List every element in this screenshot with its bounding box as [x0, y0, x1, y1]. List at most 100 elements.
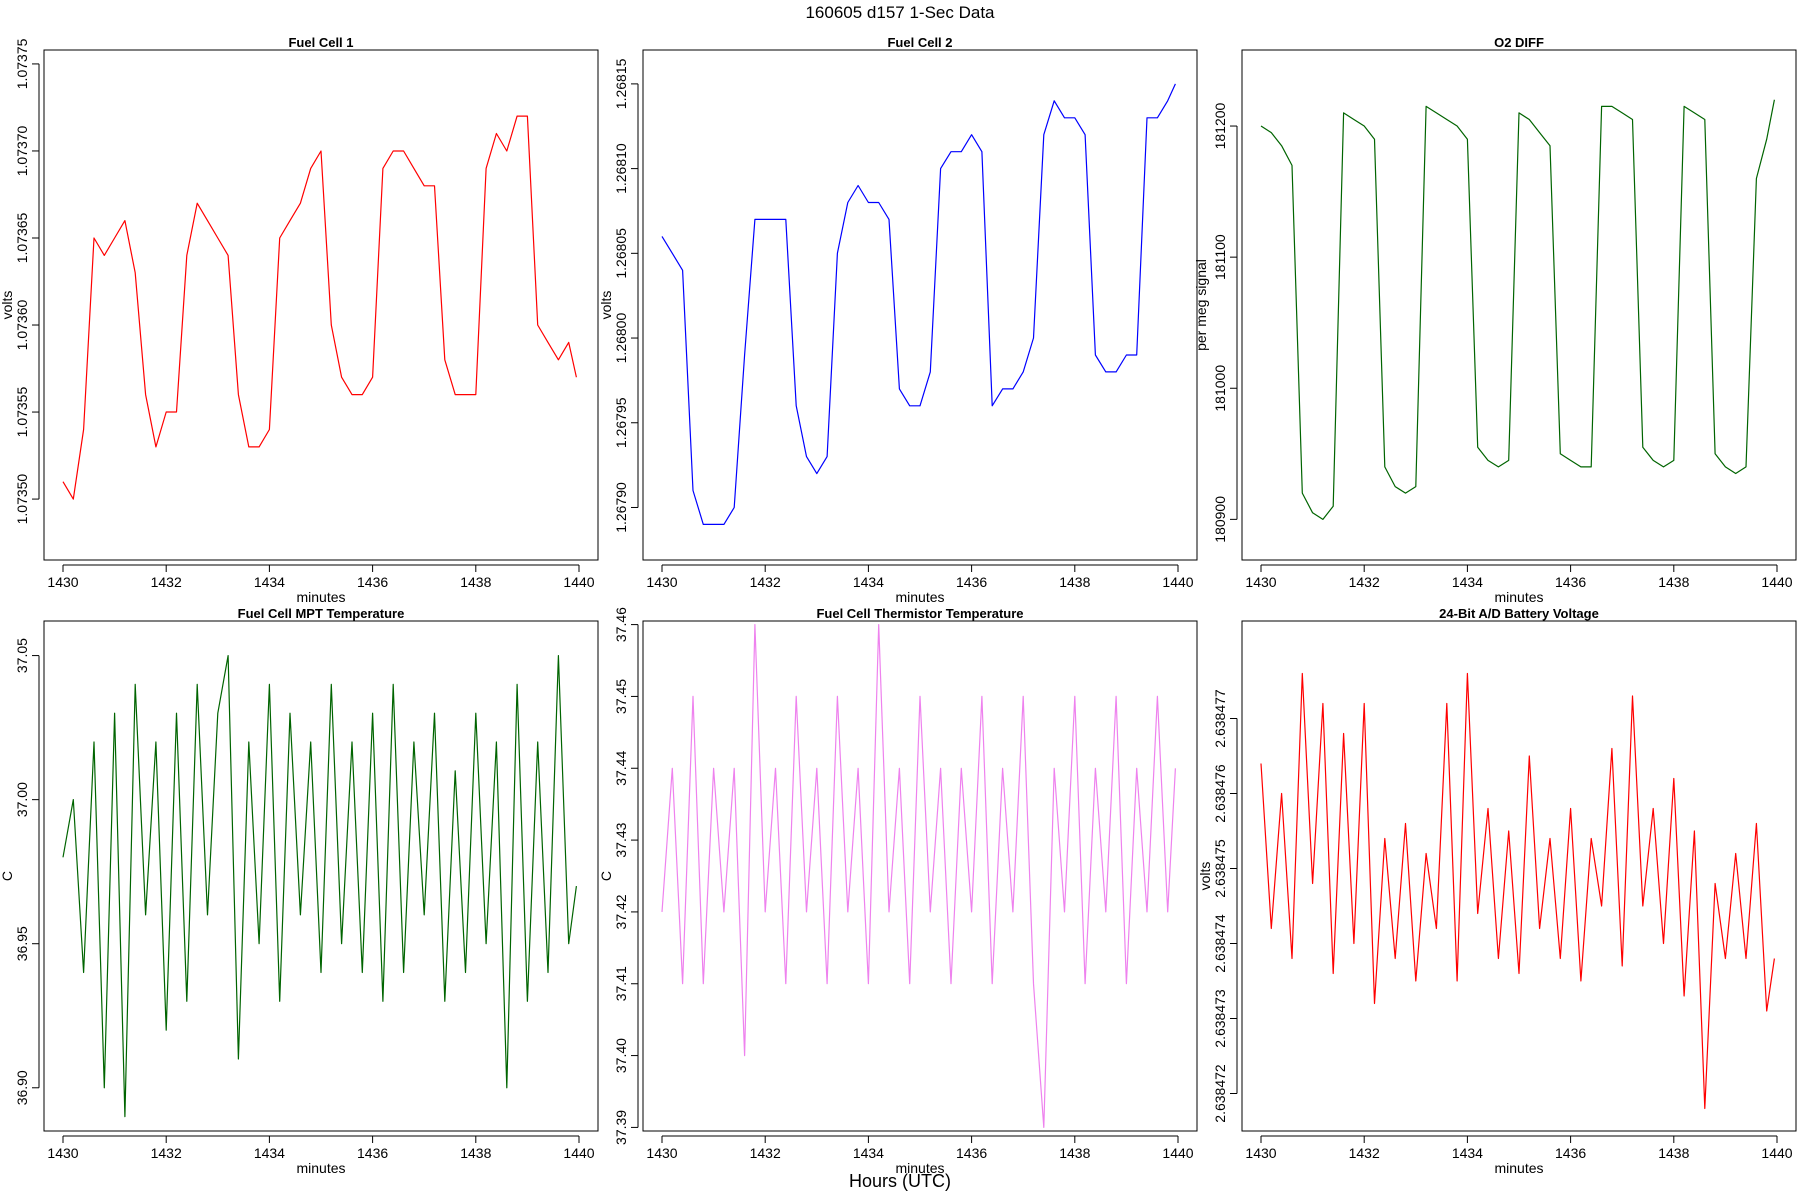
y-tick-label: 1.07365	[14, 212, 30, 263]
y-tick-label: 181200	[1212, 102, 1228, 149]
x-tick-label: 1430	[47, 574, 78, 590]
x-axis-label: minutes	[1494, 1160, 1543, 1176]
x-tick-label: 1438	[1059, 1145, 1090, 1161]
y-tick-label: 1.26805	[613, 228, 629, 279]
y-axis-label: C	[0, 871, 15, 881]
x-tick-label: 1432	[1349, 1145, 1380, 1161]
y-tick-label: 2.638475	[1212, 839, 1228, 898]
y-tick-label: 37.40	[613, 1038, 629, 1073]
chart-panel-2: Fuel Cell 2 1430 1432 1434 1436 1438 1440 minut…	[598, 35, 1198, 605]
y-tick-label: 37.00	[14, 782, 30, 817]
x-tick-label: 1436	[956, 1145, 987, 1161]
x-tick-label: 1440	[563, 1145, 594, 1161]
figure-footer-label: Hours (UTC)	[849, 1171, 951, 1191]
x-tick-label: 1430	[646, 574, 677, 590]
y-tick-label: 181000	[1212, 365, 1228, 412]
y-axis-label: volts	[0, 291, 15, 320]
x-tick-label: 1434	[853, 1145, 884, 1161]
x-axis-label: minutes	[895, 1160, 944, 1176]
plot-frame	[43, 620, 599, 1132]
y-tick-label: 2.638474	[1212, 914, 1228, 973]
series-line	[661, 83, 1176, 526]
y-tick-label: 37.45	[613, 679, 629, 714]
plot-frame	[1241, 620, 1797, 1132]
x-axis-label: minutes	[296, 1160, 345, 1176]
panel-title: Fuel Cell Thermistor Temperature	[816, 606, 1023, 621]
y-tick-label: 181100	[1212, 234, 1228, 280]
chart-panel-6: 24-Bit A/D Battery Voltage 1430 1432 1434 14…	[1197, 606, 1797, 1176]
chart-panel-1: Fuel Cell 1 1430 1432 1434 1436 1438 1440 minut…	[0, 35, 599, 605]
y-tick-label: 37.41	[613, 966, 629, 1001]
series-line	[62, 654, 577, 1118]
plot-frame	[642, 49, 1198, 561]
y-tick-label: 37.05	[14, 638, 30, 673]
x-tick-label: 1432	[151, 1145, 182, 1161]
x-tick-label: 1436	[357, 1145, 388, 1161]
x-tick-label: 1434	[1452, 1145, 1483, 1161]
y-axis-label: volts	[598, 291, 614, 320]
x-tick-label: 1434	[254, 574, 285, 590]
x-tick-label: 1440	[1761, 574, 1792, 590]
series-line	[1260, 672, 1775, 1110]
panel-title: Fuel Cell 2	[887, 35, 952, 50]
panel-title: Fuel Cell MPT Temperature	[238, 606, 405, 621]
plot-frame	[1241, 49, 1797, 561]
panel-title: O2 DIFF	[1494, 35, 1544, 50]
y-tick-label: 1.07375	[14, 38, 30, 89]
y-tick-label: 1.07370	[14, 125, 30, 176]
x-axis-label: minutes	[296, 589, 345, 605]
x-tick-label: 1440	[1162, 574, 1193, 590]
plot-frame	[642, 620, 1198, 1132]
y-axis-label: volts	[1197, 862, 1213, 891]
y-tick-label: 1.26795	[613, 397, 629, 448]
y-tick-label: 1.26790	[613, 482, 629, 533]
y-tick-label: 37.39	[613, 1110, 629, 1145]
x-tick-label: 1432	[151, 574, 182, 590]
x-tick-label: 1436	[357, 574, 388, 590]
y-tick-label: 1.26800	[613, 313, 629, 364]
x-tick-label: 1432	[1349, 574, 1380, 590]
x-tick-label: 1440	[1761, 1145, 1792, 1161]
y-tick-label: 37.42	[613, 894, 629, 929]
figure-title: 160605 d157 1-Sec Data	[805, 3, 995, 22]
chart-panel-4: Fuel Cell MPT Temperature 1430 1432 1434 143…	[0, 606, 599, 1176]
y-tick-label: 1.07355	[14, 387, 30, 438]
x-tick-label: 1432	[750, 574, 781, 590]
x-tick-label: 1438	[460, 574, 491, 590]
series-line	[661, 623, 1176, 1129]
y-axis-label: per meg signal	[1193, 259, 1209, 351]
chart-panels: Fuel Cell 1 1430 1432 1434 1436 1438 1440 minut…	[0, 35, 1797, 1176]
y-tick-label: 1.07350	[14, 474, 30, 525]
x-tick-label: 1436	[1555, 1145, 1586, 1161]
x-tick-label: 1436	[956, 574, 987, 590]
x-tick-label: 1438	[1658, 574, 1689, 590]
x-tick-label: 1430	[646, 1145, 677, 1161]
plot-frame	[43, 49, 599, 561]
panel-title: 24-Bit A/D Battery Voltage	[1439, 606, 1599, 621]
x-tick-label: 1438	[1658, 1145, 1689, 1161]
y-tick-label: 2.638472	[1212, 1064, 1228, 1123]
x-axis-label: minutes	[1494, 589, 1543, 605]
x-tick-label: 1430	[47, 1145, 78, 1161]
x-tick-label: 1434	[254, 1145, 285, 1161]
y-tick-label: 2.638473	[1212, 989, 1228, 1048]
series-line	[1260, 99, 1775, 521]
x-tick-label: 1436	[1555, 574, 1586, 590]
x-axis-label: minutes	[895, 589, 944, 605]
chart-panel-5: Fuel Cell Thermistor Temperature 1430 1432…	[598, 606, 1198, 1176]
y-tick-label: 36.90	[14, 1070, 30, 1105]
x-tick-label: 1438	[1059, 574, 1090, 590]
y-axis-label: C	[598, 871, 614, 881]
y-tick-label: 2.638476	[1212, 764, 1228, 823]
y-tick-label: 2.638477	[1212, 689, 1228, 748]
x-tick-label: 1432	[750, 1145, 781, 1161]
x-tick-label: 1430	[1245, 1145, 1276, 1161]
y-tick-label: 180900	[1212, 496, 1228, 543]
y-tick-label: 1.26810	[613, 143, 629, 194]
x-tick-label: 1430	[1245, 574, 1276, 590]
x-tick-label: 1438	[460, 1145, 491, 1161]
y-tick-label: 37.44	[613, 751, 629, 786]
y-tick-label: 1.26815	[613, 58, 629, 109]
x-tick-label: 1434	[853, 574, 884, 590]
